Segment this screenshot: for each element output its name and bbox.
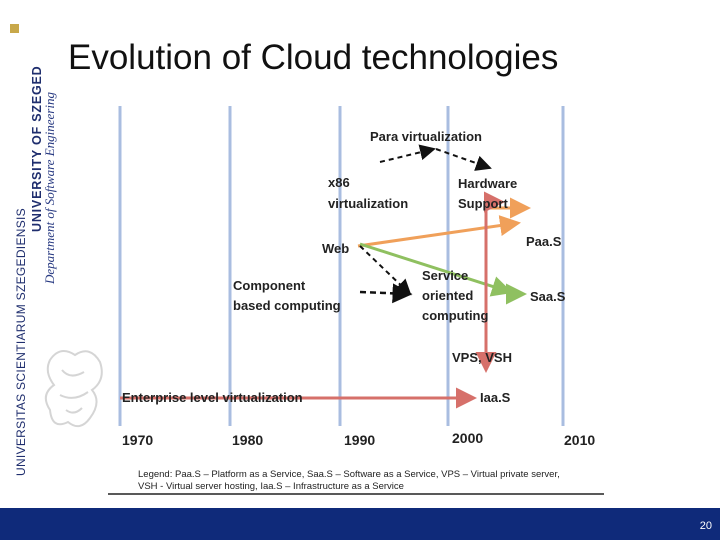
node-iaas: Iaa.S (480, 390, 511, 405)
node-hardware: Hardware (458, 176, 517, 191)
cloud-evolution-diagram: 1970 1980 1990 2000 2010 Para virtualiza… (108, 106, 604, 495)
node-x86: x86 (328, 175, 350, 190)
slide-title: Evolution of Cloud technologies (68, 38, 559, 77)
year-label: 2010 (564, 432, 595, 448)
legend-line-1: Legend: Paa.S – Platform as a Service, S… (138, 469, 560, 480)
arrow-x86-to-para (379, 144, 436, 163)
node-web: Web (322, 241, 349, 256)
node-enterprise-virtualization: Enterprise level virtualization (122, 390, 303, 405)
footer-bar: 20 (0, 508, 720, 540)
node-component: Component (233, 278, 306, 293)
year-label: 1990 (344, 432, 375, 448)
year-label: 1970 (122, 432, 153, 448)
page-number: 20 (699, 520, 712, 532)
node-service: Service (422, 268, 468, 283)
department-name: Department of Software Engineering (42, 92, 57, 284)
crest-watermark-icon (44, 350, 103, 428)
node-para-virtualization: Para virtualization (370, 129, 482, 144)
node-hardware-support: Support (458, 196, 508, 211)
node-x86-virtualization: virtualization (328, 196, 408, 211)
year-label: 1980 (232, 432, 263, 448)
node-service-oriented: oriented (422, 288, 473, 303)
arrow-web-to-paas (357, 215, 521, 248)
arrow-para-to-hw (435, 148, 492, 171)
node-saas: Saa.S (530, 289, 566, 304)
university-sidebar: UNIVERSITAS SCIENTIARUM SZEGEDIENSIS UNI… (0, 0, 57, 480)
year-label: 2000 (452, 430, 483, 446)
node-service-computing: computing (422, 308, 488, 323)
arrow-vps-vertical (484, 191, 505, 366)
logo-square (10, 24, 19, 33)
node-component-based: based computing (233, 298, 341, 313)
arrow-component-to-soc (359, 283, 413, 304)
node-paas: Paa.S (526, 234, 562, 249)
university-latin-name: UNIVERSITAS SCIENTIARUM SZEGEDIENSIS (14, 208, 28, 476)
legend-line-2: VSH - Virtual server hosting, Iaa.S – In… (138, 481, 404, 492)
node-vps-vsh: VPS, VSH (452, 350, 512, 365)
